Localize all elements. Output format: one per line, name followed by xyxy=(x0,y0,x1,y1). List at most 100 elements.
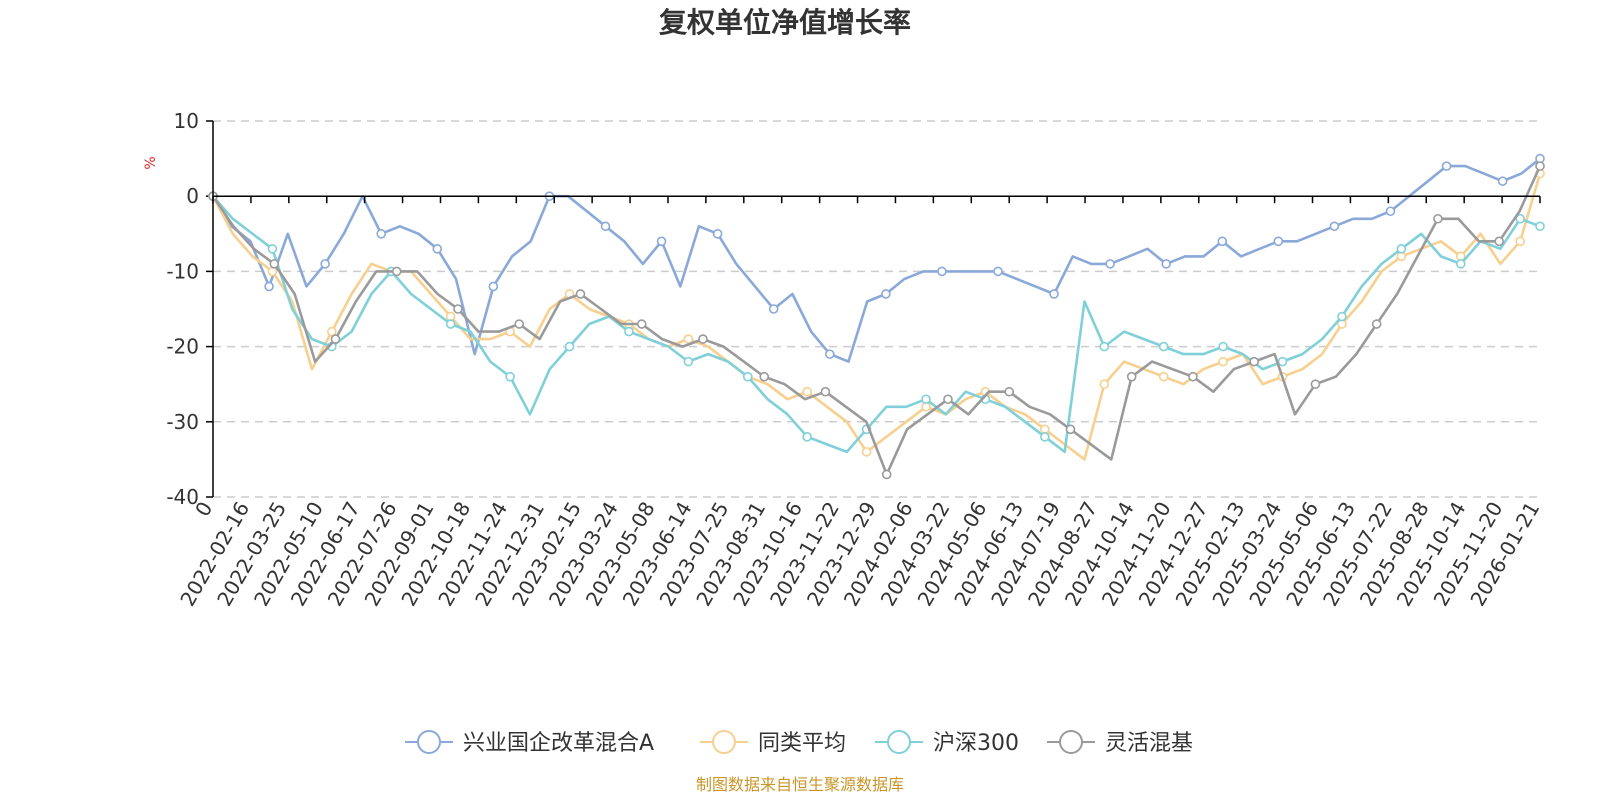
series-point xyxy=(1494,236,1504,247)
legend-marker xyxy=(712,730,736,754)
legend-label: 兴业国企改革混合A xyxy=(463,731,654,756)
series-point xyxy=(564,341,575,352)
series-point xyxy=(1277,356,1288,367)
series-point xyxy=(1385,206,1396,217)
y-tick-label: 0 xyxy=(186,184,199,208)
legend-marker xyxy=(417,730,441,754)
series-point xyxy=(1105,259,1115,269)
series-point xyxy=(698,334,708,344)
series-point xyxy=(1065,424,1076,435)
series-point xyxy=(768,304,779,314)
series-point xyxy=(453,304,463,314)
series-point xyxy=(1515,236,1525,247)
series-point xyxy=(267,244,278,254)
x-tick-label: 0 xyxy=(190,498,217,521)
series-point xyxy=(1249,356,1259,367)
axes xyxy=(212,121,1540,497)
series-point xyxy=(1217,236,1228,247)
series-point xyxy=(1099,379,1110,390)
series-point xyxy=(1535,221,1545,232)
legend-label: 灵活混基 xyxy=(1105,731,1193,756)
legend-marker xyxy=(887,730,911,754)
series-point xyxy=(320,259,330,269)
series-point xyxy=(1188,371,1198,382)
x-axis-ticks: 02022-02-162022-03-252022-05-102022-06-1… xyxy=(175,196,1544,610)
series-point xyxy=(391,266,402,277)
series-point xyxy=(636,319,647,329)
series-point xyxy=(267,266,278,277)
series-point xyxy=(1004,386,1015,397)
series-line xyxy=(211,157,1541,363)
series-point xyxy=(1158,341,1169,352)
y-axis-ticks: 10 0 -10 -20 -30 -40 xyxy=(166,109,213,509)
source-note: 制图数据来自恒生聚源数据库 xyxy=(696,775,904,794)
series-point xyxy=(1218,356,1228,367)
series-point xyxy=(505,371,515,382)
series-point xyxy=(742,371,753,382)
series-point xyxy=(1396,244,1407,254)
series-point xyxy=(1049,289,1059,299)
series-line xyxy=(211,173,1542,461)
series-point xyxy=(1329,221,1340,232)
y-tick-label: -20 xyxy=(166,335,199,359)
chart-title: 复权单位净值增长率 xyxy=(659,6,911,39)
series-point xyxy=(575,289,586,299)
grid-lines xyxy=(213,120,1540,498)
series-point xyxy=(1515,213,1525,224)
series-point xyxy=(600,221,611,232)
series-point xyxy=(1126,371,1137,382)
series-point xyxy=(824,349,835,359)
y-tick-label: -40 xyxy=(166,485,199,509)
series-point xyxy=(1371,319,1382,329)
series-point xyxy=(1455,259,1466,269)
legend-item[interactable]: 沪深300 xyxy=(875,730,1019,756)
series-point xyxy=(1273,236,1284,247)
series-point xyxy=(1040,432,1050,442)
series-point xyxy=(802,386,812,397)
series-point xyxy=(514,319,525,329)
series-point xyxy=(683,356,694,367)
series-point xyxy=(1161,259,1171,269)
y-tick-label: -10 xyxy=(166,259,199,283)
series-point xyxy=(1310,379,1321,390)
y-tick-label: -30 xyxy=(166,410,199,434)
series-point xyxy=(937,266,947,277)
series-point xyxy=(624,326,634,337)
series-point xyxy=(1497,176,1508,186)
series-point xyxy=(1433,213,1443,224)
legend-item[interactable]: 兴业国企改革混合A xyxy=(405,730,654,756)
y-tick-label: 10 xyxy=(174,109,199,133)
series-point xyxy=(488,281,499,292)
legend[interactable]: 兴业国企改革混合A 同类平均 沪深300 灵活混基 xyxy=(405,730,1193,756)
legend-label: 沪深300 xyxy=(933,731,1019,756)
series-point xyxy=(1218,341,1228,352)
series-point xyxy=(943,394,953,405)
series-point xyxy=(683,334,694,344)
series-point xyxy=(759,371,770,382)
series-point xyxy=(1535,161,1545,171)
series-point xyxy=(1158,371,1169,382)
y-axis-unit: % xyxy=(143,156,159,169)
series-point xyxy=(1099,341,1110,352)
series-point xyxy=(656,236,667,247)
series-point xyxy=(264,281,274,292)
series-point xyxy=(269,259,280,269)
series-point xyxy=(432,244,443,254)
series-point xyxy=(861,447,872,457)
series-line xyxy=(212,195,1541,454)
legend-item[interactable]: 同类平均 xyxy=(700,730,846,756)
legend-item[interactable]: 灵活混基 xyxy=(1047,730,1193,756)
series-point xyxy=(712,229,723,239)
series-point xyxy=(881,289,891,299)
series-point xyxy=(820,386,831,397)
series-point xyxy=(993,266,1003,277)
series-point xyxy=(1337,311,1347,322)
series-point xyxy=(802,432,812,442)
series-point xyxy=(881,469,892,480)
legend-label: 同类平均 xyxy=(758,731,846,756)
series-point xyxy=(330,334,341,344)
series-point xyxy=(445,319,456,329)
series-lines xyxy=(208,153,1545,480)
series-point xyxy=(921,394,931,405)
